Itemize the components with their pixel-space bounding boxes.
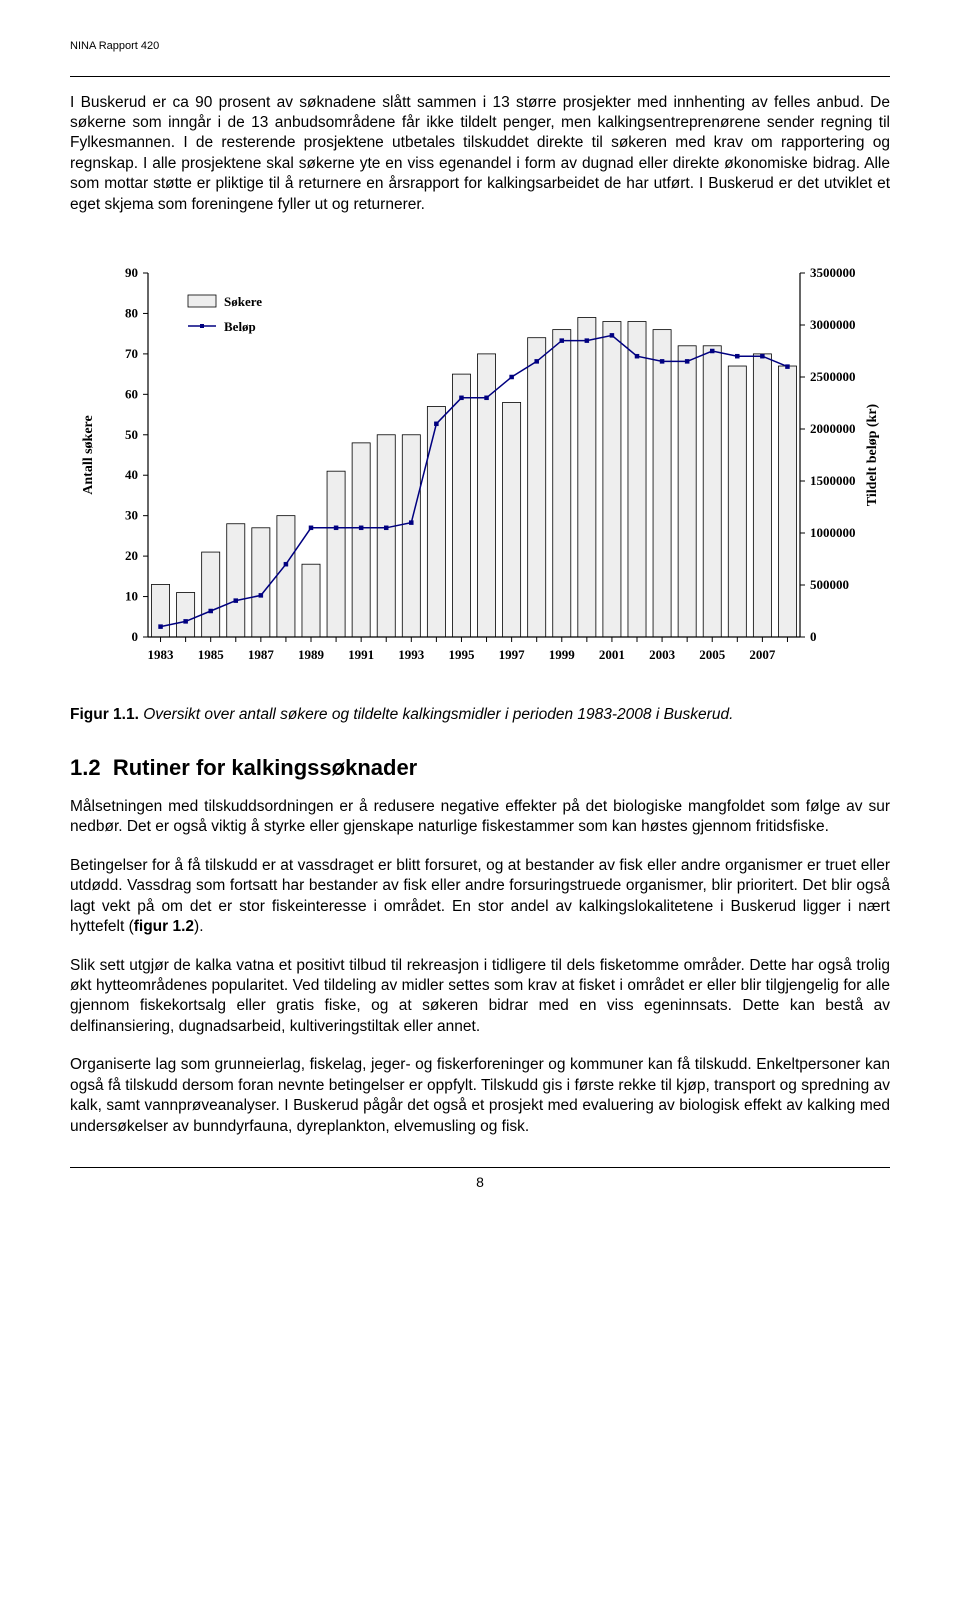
page-footer: 8 (70, 1167, 890, 1190)
svg-text:40: 40 (125, 467, 138, 482)
svg-text:60: 60 (125, 387, 138, 402)
svg-text:70: 70 (125, 346, 138, 361)
section-number: 1.2 (70, 755, 101, 780)
svg-text:0: 0 (810, 629, 817, 644)
paragraph-organisations: Organiserte lag som grunneierlag, fiskel… (70, 1055, 890, 1137)
svg-text:30: 30 (125, 508, 138, 523)
svg-text:3000000: 3000000 (810, 317, 856, 332)
svg-text:90: 90 (125, 265, 138, 280)
svg-text:2003: 2003 (649, 647, 676, 662)
svg-text:Beløp: Beløp (224, 319, 256, 334)
svg-text:1995: 1995 (448, 647, 475, 662)
svg-text:50: 50 (125, 427, 138, 442)
header-rule (70, 76, 890, 77)
paragraph-recreation: Slik sett utgjør de kalka vatna et posit… (70, 956, 890, 1038)
svg-text:3500000: 3500000 (810, 265, 856, 280)
svg-text:0: 0 (132, 629, 139, 644)
svg-text:1997: 1997 (499, 647, 525, 662)
svg-text:1993: 1993 (398, 647, 425, 662)
svg-text:1983: 1983 (148, 647, 175, 662)
page-number: 8 (476, 1174, 484, 1190)
p3-part-c: ). (194, 918, 203, 935)
svg-text:1999: 1999 (549, 647, 576, 662)
figure-label: Figur 1.1. (70, 706, 139, 723)
figure-ref-1-2: figur 1.2 (134, 918, 194, 935)
paragraph-intro: I Buskerud er ca 90 prosent av søknadene… (70, 93, 890, 216)
figure-caption: Figur 1.1. Oversikt over antall søkere o… (70, 705, 890, 725)
svg-text:Søkere: Søkere (224, 294, 262, 309)
combo-chart-svg: 0 10 20 30 40 50 60 70 80 90 0 500000 1000000 1500000… (70, 255, 890, 685)
figure-caption-text: Oversikt over antall søkere og tildelte … (139, 706, 733, 723)
paragraph-aim: Målsetningen med tilskuddsordningen er å… (70, 797, 890, 838)
svg-text:80: 80 (125, 306, 138, 321)
svg-text:2005: 2005 (699, 647, 726, 662)
svg-text:10: 10 (125, 589, 138, 604)
svg-text:2000000: 2000000 (810, 421, 856, 436)
svg-text:1991: 1991 (348, 647, 374, 662)
svg-text:1987: 1987 (248, 647, 275, 662)
section-heading-1-2: 1.2 Rutiner for kalkingssøknader (70, 755, 890, 781)
svg-text:Tildelt beløp (kr): Tildelt beløp (kr) (865, 404, 880, 507)
svg-text:1985: 1985 (198, 647, 225, 662)
svg-text:2500000: 2500000 (810, 369, 856, 384)
svg-text:20: 20 (125, 548, 138, 563)
svg-text:1989: 1989 (298, 647, 325, 662)
paragraph-conditions: Betingelser for å få tilskudd er at vass… (70, 856, 890, 938)
svg-text:2001: 2001 (599, 647, 625, 662)
report-header: NINA Rapport 420 (70, 40, 890, 52)
section-title: Rutiner for kalkingssøknader (113, 755, 417, 780)
svg-text:2007: 2007 (749, 647, 776, 662)
chart-figure-1-1: 0 10 20 30 40 50 60 70 80 90 0 500000 1000000 1500000… (70, 255, 890, 685)
svg-text:Antall søkere: Antall søkere (81, 415, 96, 494)
svg-text:1000000: 1000000 (810, 525, 856, 540)
svg-text:500000: 500000 (810, 577, 849, 592)
svg-text:1500000: 1500000 (810, 473, 856, 488)
